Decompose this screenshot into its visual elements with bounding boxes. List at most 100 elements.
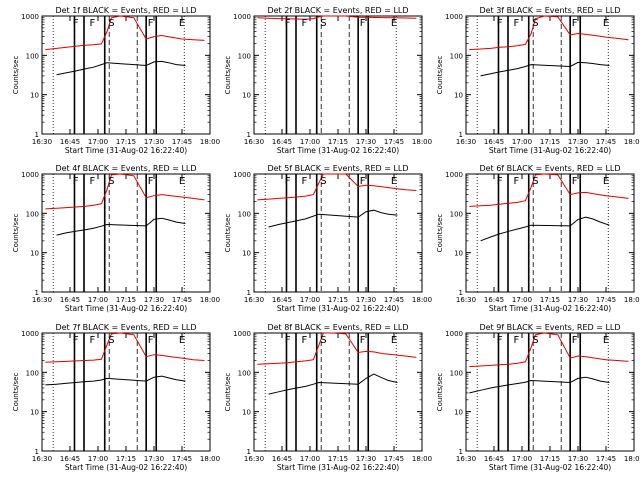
x-tick-label: 18:00	[412, 296, 432, 304]
event-marker-label: F	[497, 176, 503, 187]
x-tick-label: 16:30	[32, 455, 52, 463]
event-marker-label: F	[497, 18, 503, 29]
y-tick-label: 100	[450, 210, 463, 218]
x-axis-label: Start Time (31-Aug-02 16:22:40)	[489, 304, 611, 313]
x-tick-label: 17:15	[116, 138, 136, 146]
x-tick-label: 18:00	[412, 138, 432, 146]
y-axis-label: Counts/sec	[436, 373, 444, 412]
x-tick-label: 16:45	[60, 296, 80, 304]
y-tick-label: 10	[30, 250, 39, 258]
x-tick-label: 17:45	[172, 138, 192, 146]
x-tick-label: 18:00	[200, 138, 220, 146]
y-tick-label: 1	[35, 448, 39, 456]
x-tick-label: 17:15	[540, 296, 560, 304]
y-axis-label: Counts/sec	[12, 214, 20, 253]
event-marker-label: F	[302, 18, 308, 29]
event-marker-label: S	[320, 335, 326, 346]
event-marker-label: F	[90, 176, 96, 187]
panel-title: Det 1f BLACK = Events, RED = LLD	[55, 6, 196, 15]
y-tick-label: 10	[242, 92, 251, 100]
x-tick-label: 17:00	[88, 138, 108, 146]
x-tick-label: 16:45	[60, 455, 80, 463]
event-marker-label: S	[108, 18, 114, 29]
x-tick-label: 16:45	[60, 138, 80, 146]
y-tick-label: 100	[26, 369, 39, 377]
lld-series-line	[257, 332, 417, 365]
event-marker-label: E	[603, 18, 609, 29]
x-tick-label: 17:30	[356, 296, 376, 304]
event-marker-label: F	[572, 335, 578, 346]
plot-frame	[465, 332, 635, 452]
panel-title: Det 2f BLACK = Events, RED = LLD	[267, 6, 408, 15]
x-tick-label: 17:15	[116, 455, 136, 463]
y-tick-label: 1000	[233, 330, 251, 338]
event-marker-label: F	[285, 335, 291, 346]
x-tick-label: 17:30	[356, 138, 376, 146]
x-tick-label: 16:45	[272, 455, 292, 463]
event-marker-label: E	[391, 335, 397, 346]
y-tick-label: 1	[459, 131, 463, 139]
lld-series-line	[257, 15, 417, 20]
x-tick-label: 17:00	[88, 296, 108, 304]
panel-title: Det 3f BLACK = Events, RED = LLD	[479, 6, 620, 15]
event-marker-label: F	[514, 18, 520, 29]
x-tick-label: 16:45	[272, 138, 292, 146]
event-marker-label: E	[179, 176, 185, 187]
y-tick-label: 1000	[21, 13, 39, 21]
x-tick-label: 17:30	[144, 455, 164, 463]
x-tick-label: 16:30	[244, 296, 264, 304]
x-tick-label: 17:30	[568, 455, 588, 463]
lld-series-line	[45, 173, 205, 210]
event-marker-label: S	[320, 176, 326, 187]
detector-panel: Det 9f BLACK = Events, RED = LLD 1 10 100 10…	[436, 323, 640, 472]
x-tick-label: 17:30	[356, 455, 376, 463]
x-tick-label: 18:00	[200, 296, 220, 304]
detector-panel: Det 2f BLACK = Events, RED = LLD 1 10 100 10…	[224, 6, 432, 155]
y-tick-label: 10	[242, 250, 251, 258]
plot-frame	[465, 173, 635, 293]
event-marker-label: E	[179, 18, 185, 29]
y-axis-label: Counts/sec	[224, 56, 232, 95]
x-tick-label: 16:45	[484, 455, 504, 463]
event-marker-label: E	[603, 335, 609, 346]
event-marker-label: S	[320, 18, 326, 29]
y-tick-label: 100	[238, 210, 251, 218]
lld-series-line	[469, 15, 629, 51]
x-tick-label: 17:00	[300, 138, 320, 146]
event-marker-label: E	[391, 176, 397, 187]
x-tick-label: 17:00	[512, 296, 532, 304]
x-axis-label: Start Time (31-Aug-02 16:22:40)	[277, 463, 399, 472]
x-tick-label: 18:00	[624, 138, 640, 146]
y-tick-label: 100	[26, 52, 39, 60]
event-marker-label: F	[73, 335, 79, 346]
x-tick-label: 17:45	[384, 138, 404, 146]
event-marker-label: F	[572, 18, 578, 29]
x-axis-label: Start Time (31-Aug-02 16:22:40)	[489, 463, 611, 472]
plot-frame	[465, 15, 635, 135]
y-tick-label: 100	[450, 52, 463, 60]
event-marker-label: F	[73, 176, 79, 187]
x-tick-label: 17:15	[116, 296, 136, 304]
y-axis-label: Counts/sec	[12, 56, 20, 95]
x-tick-label: 16:30	[456, 296, 476, 304]
event-marker-label: E	[179, 335, 185, 346]
y-tick-label: 100	[26, 210, 39, 218]
x-tick-label: 18:00	[412, 455, 432, 463]
event-marker-label: F	[90, 18, 96, 29]
x-tick-label: 16:45	[272, 296, 292, 304]
x-tick-label: 17:45	[172, 455, 192, 463]
panel-title: Det 9f BLACK = Events, RED = LLD	[479, 323, 620, 332]
y-tick-label: 1000	[21, 330, 39, 338]
y-tick-label: 1	[459, 448, 463, 456]
event-marker-label: F	[148, 18, 154, 29]
event-marker-label: F	[360, 176, 366, 187]
y-axis-label: Counts/sec	[436, 214, 444, 253]
y-tick-label: 100	[450, 369, 463, 377]
y-tick-label: 1000	[233, 171, 251, 179]
x-axis-label: Start Time (31-Aug-02 16:22:40)	[65, 463, 187, 472]
event-marker-label: F	[497, 335, 503, 346]
x-tick-label: 17:00	[512, 455, 532, 463]
event-marker-label: F	[285, 18, 291, 29]
event-marker-label: F	[73, 18, 79, 29]
